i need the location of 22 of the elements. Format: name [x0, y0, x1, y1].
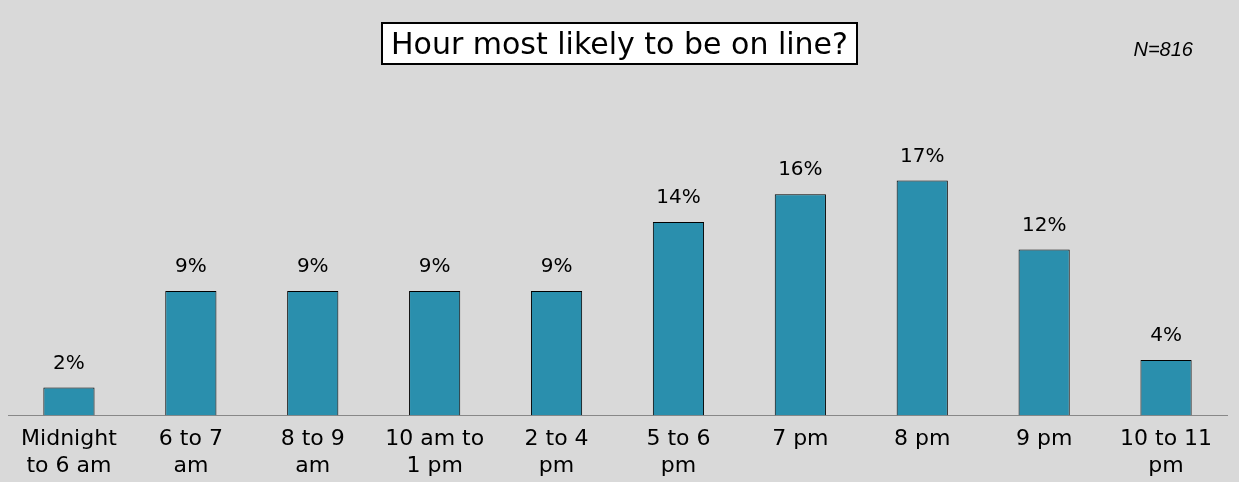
- x-tick-label: 10 am to 1 pm: [385, 425, 485, 477]
- x-tick-label: 8 to 9 am: [280, 425, 345, 477]
- data-label: 16%: [778, 156, 823, 181]
- data-label: 9%: [418, 253, 451, 278]
- data-label: 12%: [1021, 211, 1067, 236]
- data-label: 9%: [174, 253, 207, 278]
- data-label: 17%: [900, 142, 945, 167]
- data-label: 9%: [540, 253, 573, 278]
- x-tick-label: 6 to 7 am: [158, 425, 223, 477]
- data-label: 2%: [53, 349, 85, 374]
- x-tick-label: 9 pm: [1015, 425, 1073, 451]
- data-label: 4%: [1150, 322, 1182, 347]
- data-label: 14%: [656, 184, 701, 209]
- x-tick-label: 10 to 11 pm: [1120, 425, 1213, 477]
- x-tick-label: 7 pm: [772, 425, 829, 451]
- data-label: 9%: [296, 253, 329, 278]
- x-tick-label: 5 to 6 pm: [646, 425, 711, 477]
- chart-title: Hour most likely to be on line?: [380, 22, 859, 65]
- x-tick-label: Midnight to 6 am: [21, 425, 118, 477]
- x-tick-label: 2 to 4 pm: [524, 425, 589, 477]
- text: N=816: [1133, 38, 1193, 61]
- x-tick-label: 8 pm: [894, 425, 951, 451]
